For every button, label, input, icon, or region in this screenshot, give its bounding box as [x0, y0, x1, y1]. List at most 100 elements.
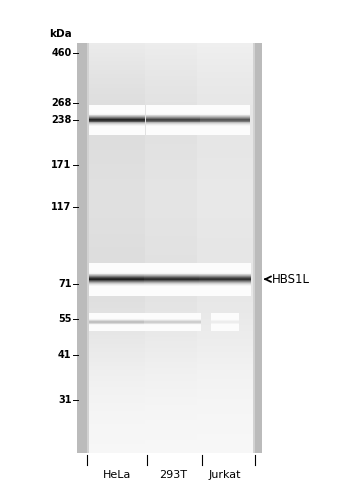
Bar — [197, 92, 253, 94]
Bar — [145, 415, 201, 417]
Bar — [197, 422, 253, 424]
Bar — [89, 158, 145, 160]
Bar — [197, 276, 253, 278]
Bar — [197, 137, 253, 139]
Bar — [89, 272, 145, 273]
Bar — [197, 325, 253, 327]
Bar — [145, 208, 201, 210]
Bar — [89, 84, 145, 86]
Bar — [200, 131, 250, 132]
Bar — [145, 397, 201, 399]
Bar — [145, 265, 201, 267]
Bar — [89, 274, 145, 275]
Bar — [144, 287, 201, 288]
Bar — [89, 395, 145, 397]
Bar — [89, 193, 145, 195]
Bar — [89, 96, 145, 99]
Bar — [145, 160, 201, 162]
Bar — [145, 121, 201, 123]
Bar — [89, 113, 145, 114]
Bar — [89, 129, 145, 131]
Bar — [89, 240, 145, 242]
Bar — [197, 407, 253, 409]
Bar — [145, 323, 201, 325]
Bar — [199, 278, 251, 279]
Bar — [197, 364, 253, 366]
Bar — [200, 113, 250, 114]
Bar — [197, 195, 253, 197]
Bar — [145, 244, 201, 246]
Bar — [197, 111, 253, 113]
Bar — [89, 440, 145, 443]
Bar — [89, 327, 145, 329]
Bar — [89, 340, 145, 342]
Bar — [89, 43, 145, 45]
Bar — [89, 290, 145, 291]
Bar — [89, 381, 145, 383]
Bar — [200, 117, 250, 118]
Bar — [89, 177, 145, 179]
Bar — [89, 325, 145, 327]
Bar — [146, 123, 200, 124]
Bar — [197, 443, 253, 445]
Bar — [197, 201, 253, 203]
Bar — [145, 329, 201, 331]
Bar — [197, 49, 253, 51]
Bar — [145, 336, 201, 338]
Bar — [145, 232, 201, 234]
Bar — [89, 291, 145, 292]
Bar — [145, 71, 201, 73]
Bar — [145, 92, 201, 94]
Bar — [197, 331, 253, 333]
Bar — [89, 376, 145, 379]
Bar — [145, 438, 201, 440]
Bar — [197, 78, 253, 80]
Bar — [145, 133, 201, 135]
Bar — [197, 389, 253, 391]
Bar — [199, 264, 251, 265]
Bar — [144, 290, 201, 291]
Bar — [197, 84, 253, 86]
Bar — [197, 313, 253, 315]
Bar — [145, 214, 201, 216]
Bar — [144, 278, 201, 279]
Bar — [145, 366, 201, 368]
Bar — [89, 411, 145, 413]
Bar — [145, 55, 201, 57]
Bar — [89, 304, 145, 306]
Bar — [197, 107, 253, 109]
Bar — [89, 123, 145, 125]
Bar — [145, 154, 201, 156]
Bar — [145, 117, 201, 119]
Bar — [199, 269, 251, 270]
Bar — [145, 169, 201, 171]
Bar — [200, 128, 250, 129]
Bar — [144, 283, 201, 284]
Bar — [197, 381, 253, 383]
Bar — [89, 121, 145, 123]
Bar — [145, 315, 201, 317]
Bar — [197, 183, 253, 185]
Text: 71: 71 — [58, 279, 72, 289]
Text: 41: 41 — [58, 350, 72, 360]
Bar — [89, 53, 145, 55]
Bar — [197, 395, 253, 397]
Bar — [145, 340, 201, 342]
Bar — [89, 281, 145, 282]
Bar — [145, 234, 201, 236]
Bar — [145, 313, 201, 315]
Bar — [145, 187, 201, 189]
Bar — [145, 333, 201, 336]
Bar — [197, 218, 253, 220]
Bar — [145, 368, 201, 370]
Bar — [144, 284, 201, 285]
Bar — [199, 266, 251, 267]
Bar — [197, 436, 253, 438]
Bar — [89, 78, 145, 80]
Bar — [199, 276, 251, 277]
Bar — [197, 451, 253, 453]
Bar — [197, 310, 253, 313]
Bar — [144, 276, 201, 277]
Bar — [89, 273, 145, 274]
Text: kDa: kDa — [49, 29, 72, 39]
